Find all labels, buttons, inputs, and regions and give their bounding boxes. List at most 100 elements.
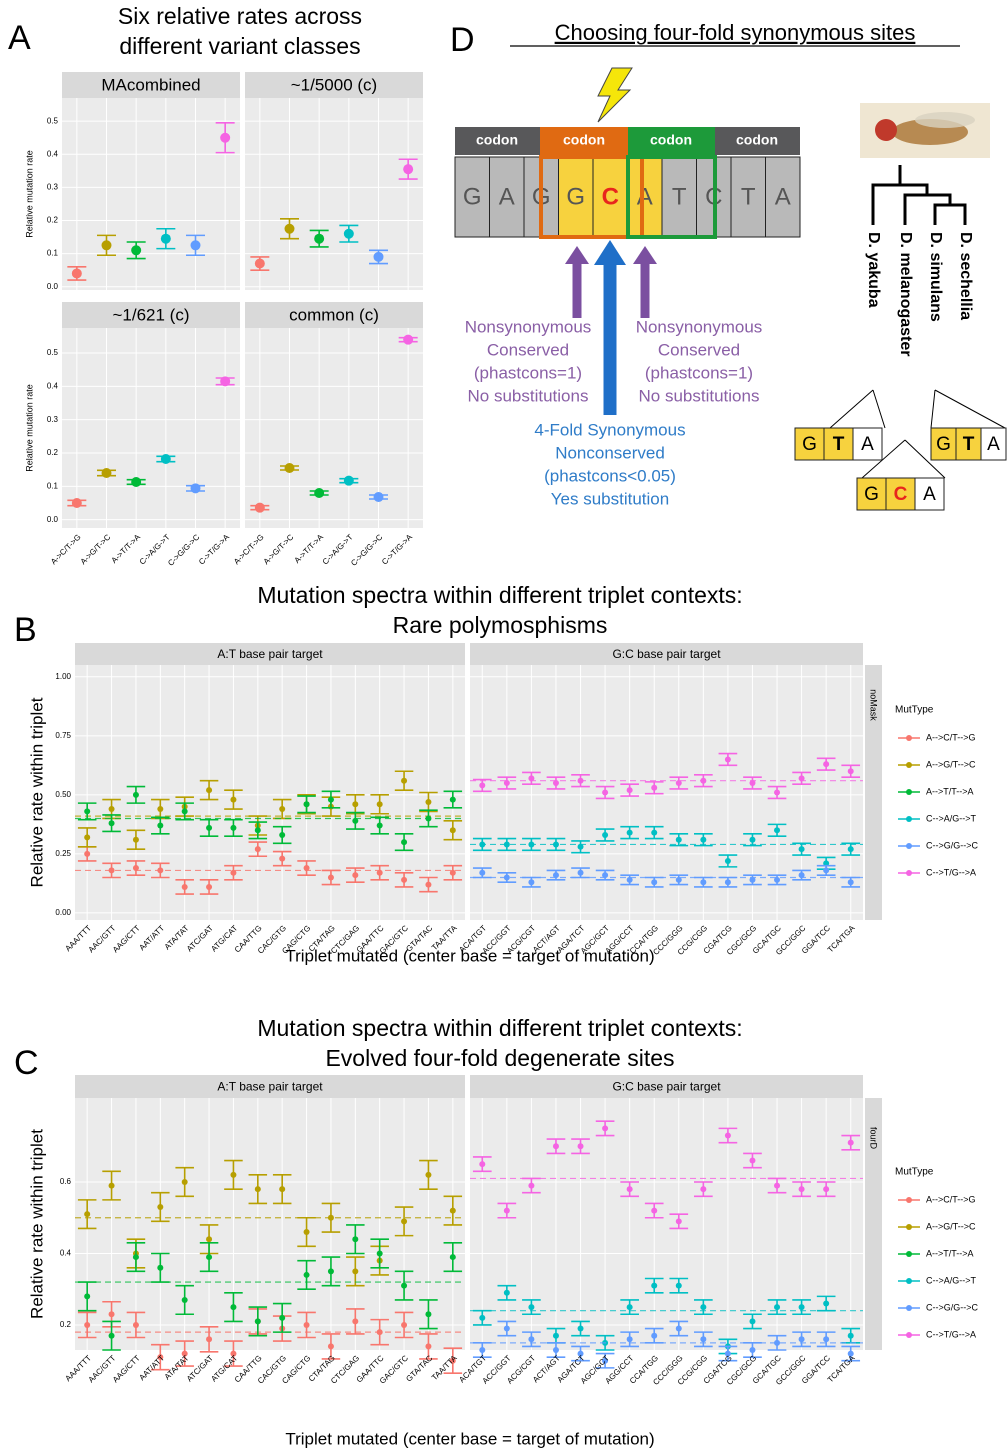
legend-key-point — [906, 1278, 912, 1284]
y-tick-label: 0.1 — [47, 481, 59, 490]
legend-key-point — [906, 870, 912, 876]
y-tick-label: 0.2 — [60, 1320, 72, 1329]
point — [553, 780, 559, 786]
point — [627, 877, 633, 883]
x-tick-label: AAT/ATT — [137, 923, 166, 952]
point — [279, 806, 285, 812]
x-tick-label: C->T/G->A — [197, 532, 231, 566]
point — [425, 1343, 431, 1349]
species-label: D. yakuba — [865, 232, 882, 308]
point — [401, 839, 407, 845]
point — [450, 827, 456, 833]
point — [602, 1125, 608, 1131]
y-tick-label: 0.3 — [47, 415, 59, 424]
point — [377, 1250, 383, 1256]
x-tick-label: AAT/ATT — [137, 1353, 166, 1382]
point — [401, 1322, 407, 1328]
point — [84, 851, 90, 857]
note-line: (phastcons<0.05) — [544, 466, 676, 485]
base-letter: A — [499, 183, 515, 210]
note-line: 4-Fold Synonymous — [534, 420, 685, 439]
point — [304, 865, 310, 871]
point — [328, 797, 334, 803]
point — [479, 782, 485, 788]
legend-label: C-->G/G-->C — [926, 840, 979, 850]
point — [133, 1254, 139, 1260]
legend-key-point — [906, 789, 912, 795]
point — [157, 823, 163, 829]
lightning-icon — [598, 68, 632, 122]
y-tick-label: 0.0 — [47, 282, 59, 291]
x-axis-title: Triplet mutated (center base = target of… — [285, 1429, 654, 1448]
y-tick-label: 0.4 — [60, 1249, 72, 1258]
chart-title: Mutation spectra within different triple… — [257, 1015, 742, 1041]
point — [220, 376, 230, 386]
codon-label: codon — [563, 132, 605, 148]
legend-key-point — [906, 762, 912, 768]
point — [161, 454, 171, 464]
point — [403, 335, 413, 345]
point — [206, 1236, 212, 1242]
point — [230, 1172, 236, 1178]
point — [425, 815, 431, 821]
strip-label: noMask — [869, 689, 879, 721]
point — [102, 468, 112, 478]
species-label: D. sechellia — [957, 232, 974, 320]
point — [676, 1283, 682, 1289]
point — [725, 756, 731, 762]
point — [848, 768, 854, 774]
note-line: Conserved — [487, 340, 569, 359]
point — [504, 1290, 510, 1296]
point — [823, 867, 829, 873]
y-tick-label: 0.4 — [47, 381, 59, 390]
note-line: Yes substitution — [551, 489, 669, 508]
point — [255, 1318, 261, 1324]
point — [352, 1268, 358, 1274]
point — [304, 1322, 310, 1328]
point — [279, 856, 285, 862]
base-letter: T — [741, 183, 756, 210]
point — [133, 792, 139, 798]
point — [191, 240, 201, 250]
y-tick-label: 0.2 — [47, 448, 59, 457]
point — [774, 1340, 780, 1346]
point — [627, 1304, 633, 1310]
arrow-head — [565, 246, 589, 264]
strip-label: fourD — [869, 1127, 879, 1150]
legend-label: A-->T/T-->A — [926, 1248, 974, 1258]
point — [109, 806, 115, 812]
point — [425, 799, 431, 805]
point — [553, 1333, 559, 1339]
point — [774, 877, 780, 883]
legend-title: MutType — [895, 1167, 934, 1178]
point — [314, 488, 324, 498]
point — [700, 837, 706, 843]
point — [255, 846, 261, 852]
point — [848, 846, 854, 852]
x-tick-label: C->G/G->C — [166, 532, 201, 567]
x-tick-label: A->G/T->C — [262, 532, 296, 566]
legend-key-point — [906, 1332, 912, 1338]
point — [578, 778, 584, 784]
point — [133, 1322, 139, 1328]
plot-background — [245, 328, 423, 528]
chart-title: Evolved four-fold degenerate sites — [325, 1045, 674, 1071]
x-tick-label: TAA/TTA — [430, 1353, 459, 1382]
point — [230, 1304, 236, 1310]
point — [328, 875, 334, 881]
legend-label: C-->T/G-->A — [926, 1329, 976, 1339]
legend-label: C-->A/G-->T — [926, 813, 977, 823]
point — [133, 865, 139, 871]
point — [285, 224, 295, 234]
point — [401, 1218, 407, 1224]
codon-label: codon — [736, 132, 778, 148]
point — [749, 780, 755, 786]
point — [285, 463, 295, 473]
panel-label: C — [14, 1044, 39, 1082]
point — [157, 867, 163, 873]
point — [304, 1272, 310, 1278]
x-tick-label: TCA/TGA — [826, 1353, 857, 1384]
y-tick-label: 0.3 — [47, 182, 59, 191]
point — [206, 787, 212, 793]
triplet-letter: T — [833, 434, 845, 455]
